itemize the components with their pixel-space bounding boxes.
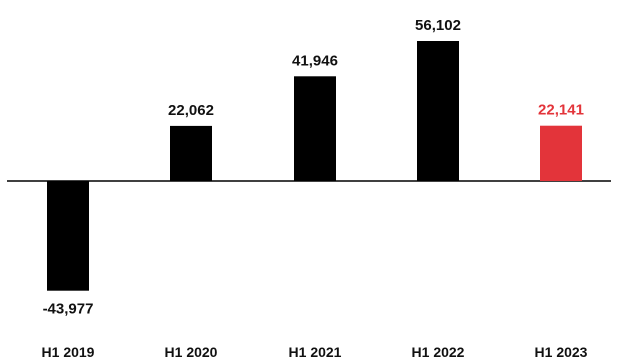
bar-h1-2023 <box>540 125 582 181</box>
bar-h1-2021 <box>294 76 336 181</box>
category-label: H1 2020 <box>165 344 218 360</box>
bar-h1-2019 <box>47 181 89 291</box>
category-label: H1 2023 <box>535 344 588 360</box>
value-label: -43,977 <box>43 301 94 318</box>
bars-group <box>47 41 582 291</box>
value-label: 41,946 <box>292 52 338 69</box>
bar-h1-2020 <box>170 125 212 181</box>
value-label: 22,062 <box>168 102 214 119</box>
bar-h1-2022 <box>417 41 459 181</box>
value-label: 56,102 <box>415 17 461 34</box>
category-label: H1 2019 <box>42 344 95 360</box>
category-labels-group: H1 2019 H1 2020 H1 2021 H1 2022 H1 2023 <box>42 344 588 360</box>
category-label: H1 2021 <box>289 344 342 360</box>
value-label: 22,141 <box>538 102 584 119</box>
category-label: H1 2022 <box>412 344 465 360</box>
value-labels-group: -43,977 22,062 41,946 56,102 22,141 <box>43 17 584 318</box>
